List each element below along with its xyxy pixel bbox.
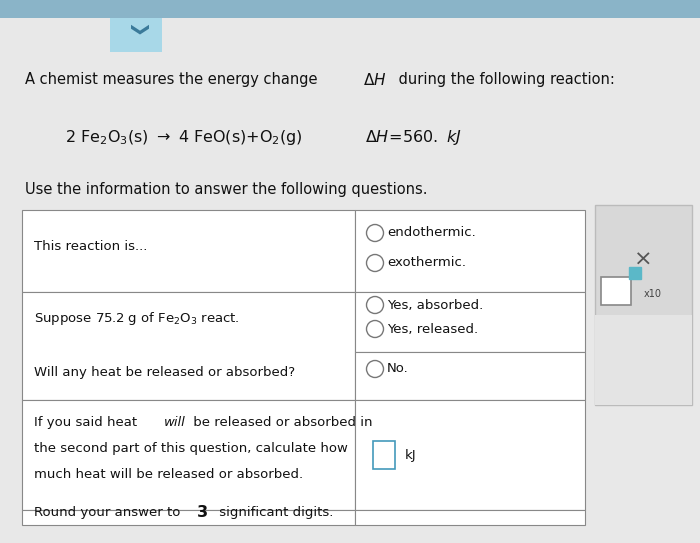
Text: the second part of this question, calculate how: the second part of this question, calcul…	[34, 442, 348, 455]
Text: kJ: kJ	[405, 449, 416, 462]
Bar	[373, 441, 395, 469]
Text: A chemist measures the energy change: A chemist measures the energy change	[25, 72, 322, 87]
Bar	[595, 205, 692, 405]
Text: during the following reaction:: during the following reaction:	[394, 72, 615, 87]
Text: significant digits.: significant digits.	[215, 506, 333, 519]
Bar	[0, 0, 700, 18]
Bar	[22, 510, 355, 525]
Bar	[22, 400, 355, 510]
Text: $\Delta H\!=\!560.$ kJ: $\Delta H\!=\!560.$ kJ	[365, 128, 462, 147]
Bar	[601, 277, 631, 305]
Text: ×: ×	[634, 250, 653, 270]
Text: Yes, released.: Yes, released.	[387, 323, 478, 336]
Text: $\Delta H$: $\Delta H$	[363, 72, 386, 88]
Bar	[355, 400, 585, 510]
Text: Use the information to answer the following questions.: Use the information to answer the follow…	[25, 182, 428, 197]
Bar	[595, 315, 692, 405]
Text: No.: No.	[387, 363, 409, 376]
Text: endothermic.: endothermic.	[387, 226, 476, 239]
Text: ❯: ❯	[127, 23, 145, 39]
Bar	[629, 267, 641, 279]
Text: 2 Fe$_2$O$_3$(s) $\rightarrow$ 4 FeO(s)+O$_2$(g): 2 Fe$_2$O$_3$(s) $\rightarrow$ 4 FeO(s)+…	[65, 128, 303, 147]
Bar	[355, 292, 585, 352]
Text: If you said heat: If you said heat	[34, 416, 141, 429]
Bar	[355, 210, 585, 292]
Text: be released or absorbed in: be released or absorbed in	[189, 416, 372, 429]
Text: Suppose 75.2 g of Fe$_2$O$_3$ react.: Suppose 75.2 g of Fe$_2$O$_3$ react.	[34, 310, 239, 327]
Text: Will any heat be released or absorbed?: Will any heat be released or absorbed?	[34, 366, 295, 379]
Text: Yes, absorbed.: Yes, absorbed.	[387, 299, 483, 312]
Text: x10: x10	[644, 289, 662, 299]
Bar	[110, 10, 162, 52]
Bar	[22, 292, 355, 400]
Bar	[22, 210, 355, 292]
Text: will: will	[164, 416, 186, 429]
Text: exothermic.: exothermic.	[387, 256, 466, 269]
Text: This reaction is...: This reaction is...	[34, 241, 148, 254]
Text: 3: 3	[197, 505, 208, 520]
Text: Round your answer to: Round your answer to	[34, 506, 185, 519]
Text: much heat will be released or absorbed.: much heat will be released or absorbed.	[34, 468, 303, 481]
Bar	[355, 352, 585, 400]
Bar	[355, 510, 585, 525]
